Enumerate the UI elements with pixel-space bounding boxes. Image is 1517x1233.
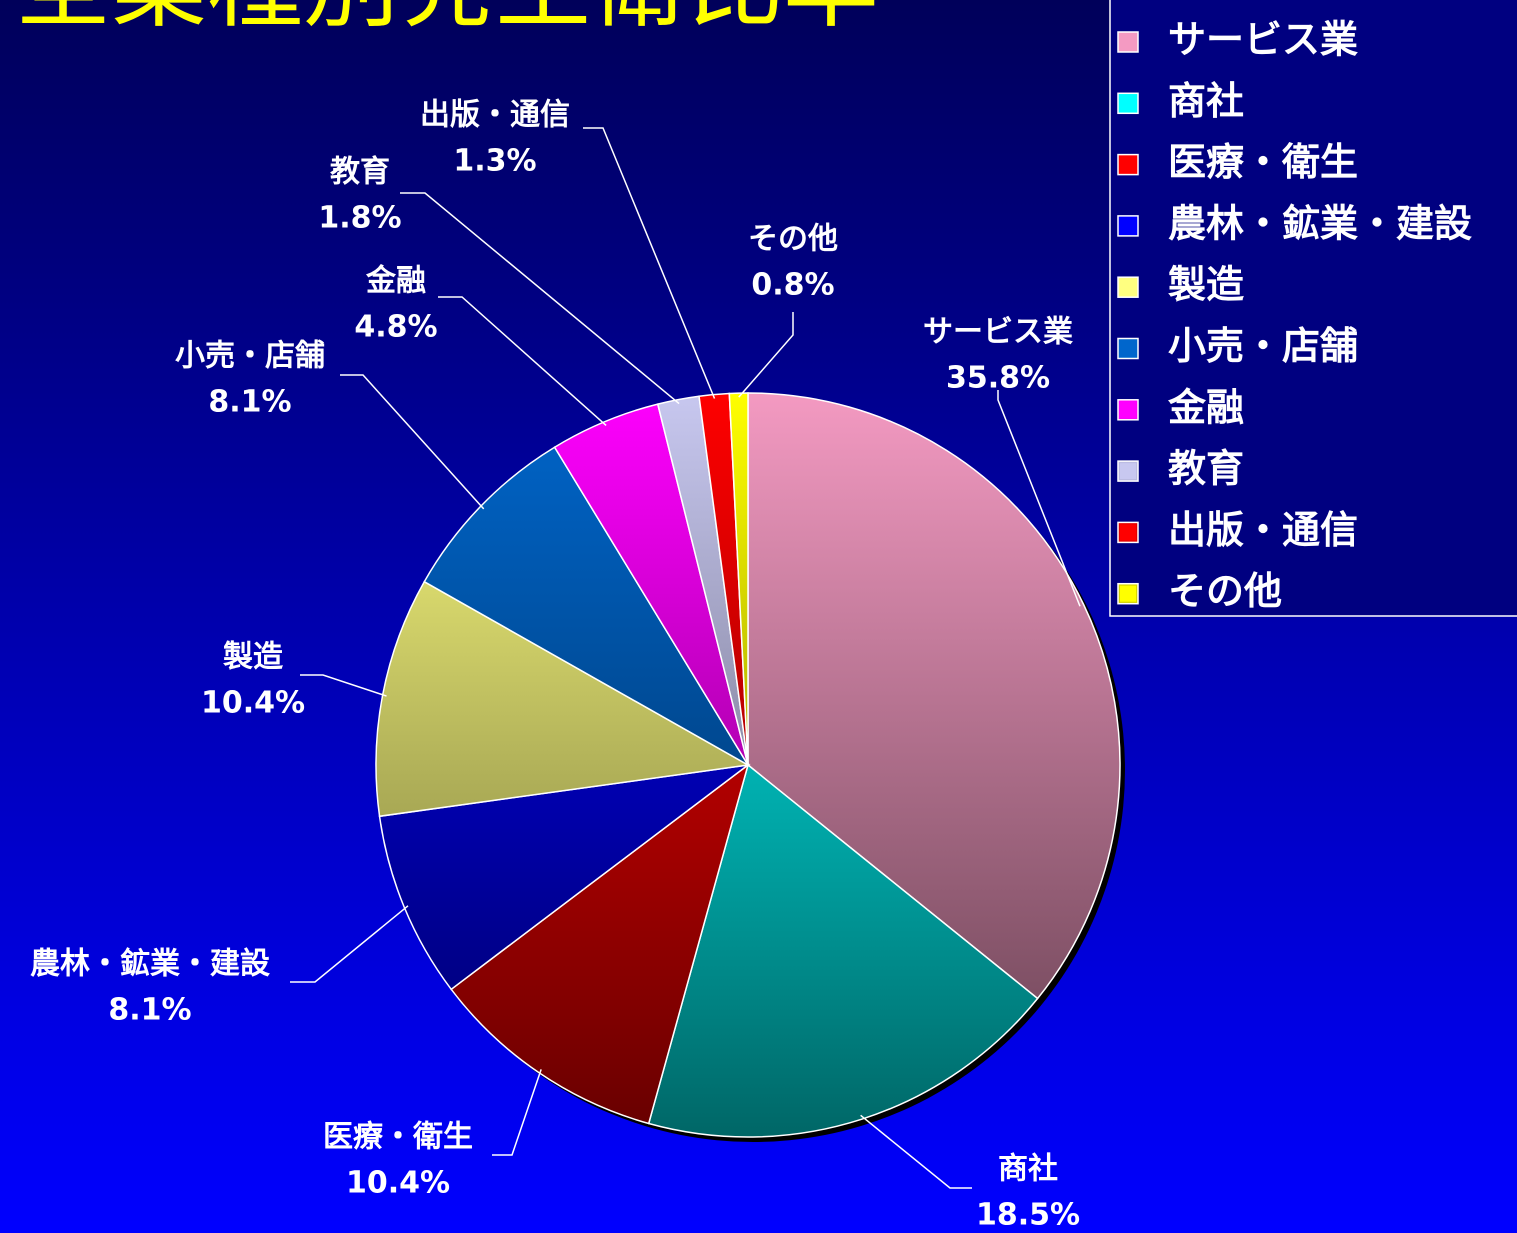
value-label: 10.4%: [201, 686, 305, 721]
legend-swatch-fill: [1120, 156, 1136, 173]
slice-label: 商社: [998, 1152, 1058, 1187]
legend-swatch-fill: [1120, 34, 1136, 50]
legend-swatch-fill: [1120, 401, 1136, 418]
value-label: 8.1%: [208, 385, 291, 420]
leader-line: [738, 312, 794, 398]
slice-label: 金融: [365, 264, 426, 299]
legend-label: 小売・店舗: [1168, 324, 1358, 368]
legend-swatch-fill: [1120, 463, 1136, 480]
value-label: 1.8%: [318, 201, 401, 236]
leader-line: [860, 1114, 972, 1189]
value-label: 18.5%: [976, 1198, 1080, 1233]
value-label: 8.1%: [108, 993, 191, 1028]
value-label: 1.3%: [453, 144, 536, 179]
leader-line: [290, 905, 409, 983]
legend-label: その他: [1168, 569, 1282, 613]
pie-slice: [747, 392, 1121, 1000]
pie-slice: [378, 763, 751, 991]
leader-line: [400, 192, 680, 405]
pie-slice: [647, 763, 1039, 1138]
slice-label: 農林・鉱業・建設: [30, 947, 270, 982]
slice-label: 教育: [330, 155, 390, 190]
leader-line: [997, 390, 1081, 607]
pie-slice: [728, 392, 749, 766]
value-label: 10.4%: [346, 1166, 450, 1201]
slice-label: 製造: [223, 640, 283, 675]
legend-label: サービス業: [1168, 18, 1358, 62]
legend-swatch-fill: [1120, 217, 1136, 234]
chart-title: 全業種別発生衛比率: [15, 0, 879, 41]
legend-label: 農林・鉱業・建設: [1168, 201, 1472, 245]
legend-swatch-fill: [1120, 279, 1136, 296]
legend-box: [1109, 0, 1517, 617]
legend-label: 医療・衛生: [1168, 140, 1358, 184]
slice-label: 出版・通信: [420, 98, 570, 133]
legend-swatch-fill: [1120, 585, 1136, 602]
leader-line: [492, 1069, 542, 1156]
legend-swatch-fill: [1120, 95, 1136, 112]
legend-label: 金融: [1167, 385, 1244, 429]
value-label: 4.8%: [354, 310, 437, 345]
legend-label: 商社: [1168, 79, 1244, 123]
leader-line: [300, 674, 387, 697]
leader-line: [340, 374, 485, 510]
legend-label: 教育: [1168, 447, 1244, 491]
slice-label: サービス業: [923, 315, 1073, 350]
legend-label: 製造: [1168, 263, 1244, 307]
slice-label: 小売・店舗: [175, 339, 325, 374]
slice-label: 医療・衛生: [323, 1120, 473, 1155]
pie-slice: [450, 763, 750, 1125]
value-label: 0.8%: [751, 268, 834, 303]
legend-label: 出版・通信: [1168, 508, 1358, 552]
legend-swatch-fill: [1120, 340, 1136, 357]
leader-line: [438, 296, 607, 427]
value-label: 35.8%: [946, 361, 1050, 396]
leader-line: [583, 127, 716, 399]
slice-label: その他: [748, 222, 838, 257]
legend-swatch-fill: [1120, 524, 1136, 541]
